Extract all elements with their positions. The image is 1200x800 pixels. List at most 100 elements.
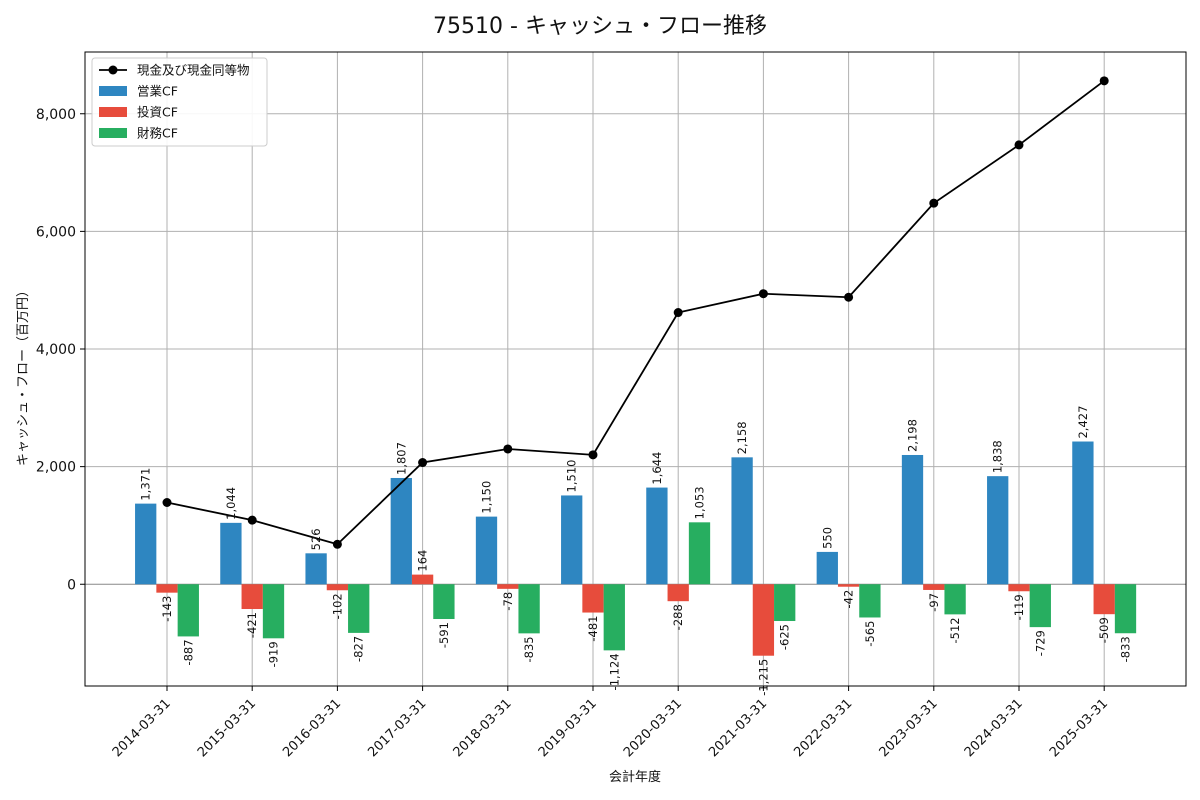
bar-value-label: -565 (863, 620, 877, 646)
bar (774, 584, 796, 622)
y-tick-label: 6,000 (36, 224, 76, 240)
x-tick-label: 2023-03-31 (877, 696, 941, 760)
bar-value-label: -78 (501, 592, 515, 611)
bar (177, 584, 199, 637)
cash-point (247, 515, 257, 525)
bar-value-label: -421 (245, 612, 259, 638)
bar-value-label: 2,427 (1076, 406, 1090, 439)
cash-point (418, 458, 428, 468)
x-axis-label: 会計年度 (609, 769, 661, 785)
bar (987, 476, 1009, 585)
bar (1029, 584, 1051, 628)
bar (837, 584, 860, 587)
y-tick-label: 0 (67, 577, 76, 593)
chart-title: 75510 - キャッシュ・フロー推移 (433, 14, 767, 39)
bar-value-label: -509 (1097, 617, 1111, 643)
cash-point (758, 289, 768, 299)
y-tick-label: 2,000 (36, 460, 76, 476)
legend-marker (108, 65, 118, 75)
bar (923, 584, 945, 590)
grid-layer (85, 52, 1186, 686)
bar-value-label: 1,644 (650, 452, 664, 485)
bar-value-label: -835 (522, 636, 536, 662)
bar-value-label: 2,198 (906, 419, 920, 452)
legend-box (91, 57, 268, 147)
bar (646, 487, 668, 585)
bar-value-label: -119 (1012, 594, 1026, 620)
x-tick-label: 2020-03-31 (621, 696, 685, 760)
bar (475, 516, 498, 585)
bar-value-label: 1,838 (991, 440, 1005, 473)
legend-bar-swatch (99, 86, 127, 96)
plot-frame (84, 51, 1187, 687)
bar-value-label: -1,124 (607, 653, 621, 690)
cash-point (929, 198, 939, 208)
cash-line (166, 80, 1105, 546)
bar (1093, 584, 1115, 615)
cash-point (332, 539, 342, 549)
bar (262, 584, 285, 639)
bar (156, 584, 178, 593)
bar (326, 584, 349, 591)
bar-value-label: -42 (842, 590, 856, 609)
bar (135, 503, 157, 585)
cash-point (1014, 140, 1024, 150)
bar-value-label: -143 (160, 596, 174, 622)
bar (731, 457, 753, 585)
bar-value-label: -102 (330, 593, 344, 619)
bar (859, 584, 881, 618)
bar-value-label: -481 (586, 616, 600, 642)
x-tick-label: 2022-03-31 (791, 696, 855, 760)
cash-point (588, 450, 598, 460)
y-tick-label: 8,000 (36, 107, 76, 123)
bar (518, 584, 540, 634)
bar-value-label: 1,510 (565, 460, 579, 493)
bar (348, 584, 370, 633)
bar (688, 522, 711, 585)
x-tick-label: 2019-03-31 (536, 696, 600, 760)
bar-value-label: -729 (1033, 630, 1047, 656)
bar (497, 584, 519, 589)
bar-value-label: 1,044 (224, 487, 238, 520)
x-tick-label: 2017-03-31 (365, 696, 429, 760)
cash-point (673, 308, 683, 318)
bar (305, 553, 327, 585)
bar (411, 574, 434, 585)
x-tick-label: 2018-03-31 (451, 696, 515, 760)
bar (1008, 584, 1030, 592)
line-layer (162, 76, 1109, 549)
x-tick-label: 2015-03-31 (195, 696, 259, 760)
bar-value-label: 2,158 (735, 421, 749, 454)
bar (603, 584, 625, 651)
bar (241, 584, 263, 610)
bar-value-label: 164 (416, 550, 430, 572)
bar (752, 584, 775, 656)
bar (390, 477, 412, 585)
bar-value-label: -512 (948, 617, 962, 643)
bar (582, 584, 604, 613)
axes-layer: 0 2,000 4,000 6,000 8,000 2014-03-31 2015-03-3… (36, 107, 1111, 761)
bar (667, 584, 689, 602)
x-tick-label: 2025-03-31 (1047, 696, 1111, 760)
bar (901, 454, 924, 585)
bar-value-label: 526 (309, 528, 323, 550)
bar (944, 584, 966, 615)
bar-value-label: -827 (352, 636, 366, 662)
x-tick-label: 2014-03-31 (110, 696, 174, 760)
bar-value-label: -833 (1119, 636, 1133, 662)
x-tick-label: 2021-03-31 (706, 696, 770, 760)
bars-layer (135, 441, 1137, 656)
x-tick-label: 2016-03-31 (280, 696, 344, 760)
bar-value-label: 1,807 (394, 442, 408, 475)
cash-point (162, 498, 172, 508)
bar-value-label: -591 (437, 622, 451, 648)
bar (433, 584, 455, 620)
bar-value-label: -919 (267, 641, 281, 667)
x-tick-label: 2024-03-31 (962, 696, 1026, 760)
bar (1114, 584, 1137, 634)
bar-value-label: 1,371 (139, 468, 153, 501)
bar (816, 551, 838, 585)
y-axis-label: キャッシュ・フロー（百万円） (16, 284, 31, 466)
legend-label: 営業CF (137, 84, 178, 99)
